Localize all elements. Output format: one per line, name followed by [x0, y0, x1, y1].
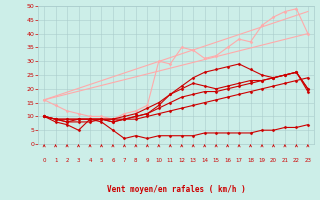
- X-axis label: Vent moyen/en rafales ( km/h ): Vent moyen/en rafales ( km/h ): [107, 185, 245, 194]
